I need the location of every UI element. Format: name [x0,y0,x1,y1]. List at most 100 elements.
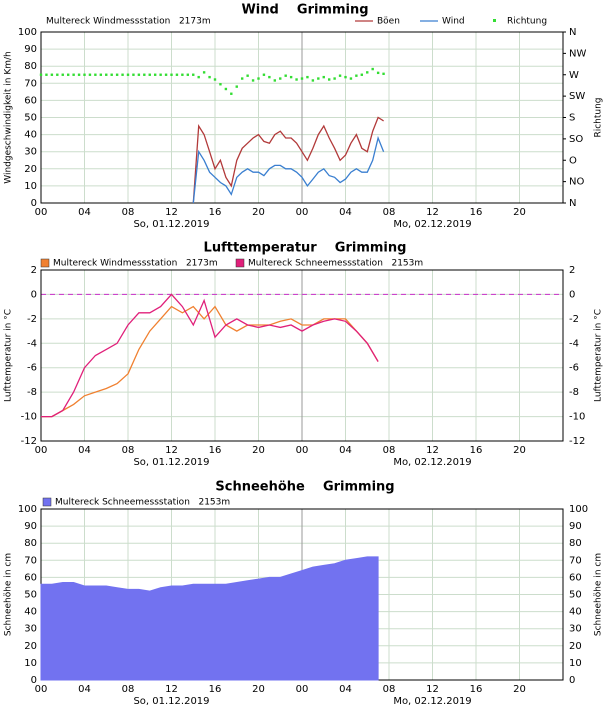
x-tick-label: 00 [296,445,309,456]
x-tick-label: 16 [209,684,222,695]
y-tick-label: 70 [24,78,37,89]
y2-tick-label: S [569,113,575,124]
direction-point [360,73,364,76]
y2-axis-label: Schneehöhe in cm [594,553,604,636]
line [192,135,385,204]
y2-tick-label: 100 [569,504,588,515]
y2-tick-label: -12 [569,436,585,447]
legend-swatch [235,258,245,268]
x-tick-label: 12 [165,207,178,218]
direction-point [61,73,64,76]
direction-point [45,73,48,76]
direction-point [382,72,385,75]
y2-tick-label: SW [569,91,585,102]
y-tick-label: 50 [24,113,37,124]
direction-point [181,73,184,76]
direction-point [355,74,358,77]
y2-tick-label: 10 [569,658,582,669]
y-tick-label: 40 [24,130,37,141]
x-tick-label: 16 [209,207,222,218]
y-tick-label: 80 [24,538,37,549]
chart-title: Wind Grimming [241,3,368,18]
x-tick-label: 20 [513,445,526,456]
direction-point [143,73,146,76]
y2-tick-label: -8 [569,387,579,398]
direction-point [284,74,287,77]
date-label: Mo, 02.12.2019 [393,696,471,707]
direction-point [192,73,195,76]
y2-tick-label: 40 [569,607,582,618]
y2-tick-label: 80 [569,538,582,549]
direction-point [224,87,228,91]
direction-point [366,71,369,74]
y-axis-label: Windgeschwindigkeit in Km/h [4,51,14,184]
x-tick-label: 12 [426,684,439,695]
y-tick-label: 10 [24,181,37,192]
y2-tick-label: 0 [569,289,575,300]
direction-point [311,79,315,82]
y-tick-label: 30 [24,147,37,158]
direction-point [349,77,353,80]
x-tick-label: 20 [513,684,526,695]
direction-point [213,78,217,81]
y-tick-label: 70 [24,555,37,566]
legend-label: Richtung [507,17,547,27]
direction-point [344,75,347,79]
direction-point [94,73,97,76]
area [40,556,379,681]
y-tick-label: 100 [18,504,37,515]
plot-frame [40,31,564,204]
y2-tick-label: N [569,198,576,209]
x-tick-label: 08 [122,207,135,218]
y2-tick-label: 30 [569,624,582,635]
direction-point [83,73,86,76]
direction-point [105,73,108,76]
legend-label: Wind [442,17,465,27]
y-tick-label: -6 [27,363,37,374]
x-tick-label: 08 [383,207,396,218]
legend-label: Multereck Windmessstation 2173m [53,259,218,269]
x-tick-label: 12 [426,445,439,456]
direction-point [230,92,233,95]
line [41,305,379,418]
y-tick-label: 0 [31,675,37,686]
y2-tick-label: 0 [569,675,575,686]
x-tick-label: 12 [165,445,178,456]
date-label: So, 01.12.2019 [133,696,209,707]
x-tick-label: 20 [513,207,526,218]
x-tick-label: 00 [35,207,48,218]
y-tick-label: 60 [24,95,37,106]
x-tick-label: 04 [78,684,91,695]
x-tick-label: 16 [470,684,483,695]
direction-point [300,77,304,80]
legend-swatch [40,258,50,268]
x-tick-label: 08 [122,445,135,456]
direction-point [137,73,141,76]
y-tick-label: 90 [24,44,37,55]
x-tick-label: 04 [78,445,91,456]
legend-label: Multereck Schneemessstation 2153m [248,259,423,269]
y-tick-label: 90 [24,521,37,532]
y-tick-label: 30 [24,624,37,635]
direction-point [126,73,130,76]
chart-title: Schneehöhe Grimming [215,480,394,495]
direction-point [219,83,222,86]
direction-point [306,75,309,79]
direction-point [88,73,92,76]
direction-point [50,73,54,76]
direction-point [197,75,200,79]
y-tick-label: 2 [31,265,37,276]
plot-frame [40,269,564,442]
direction-point [170,73,173,76]
direction-point [376,71,380,75]
y-tick-label: 0 [31,198,37,209]
y2-tick-label: -2 [569,314,579,325]
direction-point [240,77,244,80]
legend-label: Böen [377,17,400,27]
y-tick-label: 80 [24,61,37,72]
x-tick-label: 20 [252,684,265,695]
y2-tick-label: -4 [569,338,579,349]
y2-tick-label: 50 [569,590,582,601]
date-label: Mo, 02.12.2019 [393,457,471,468]
